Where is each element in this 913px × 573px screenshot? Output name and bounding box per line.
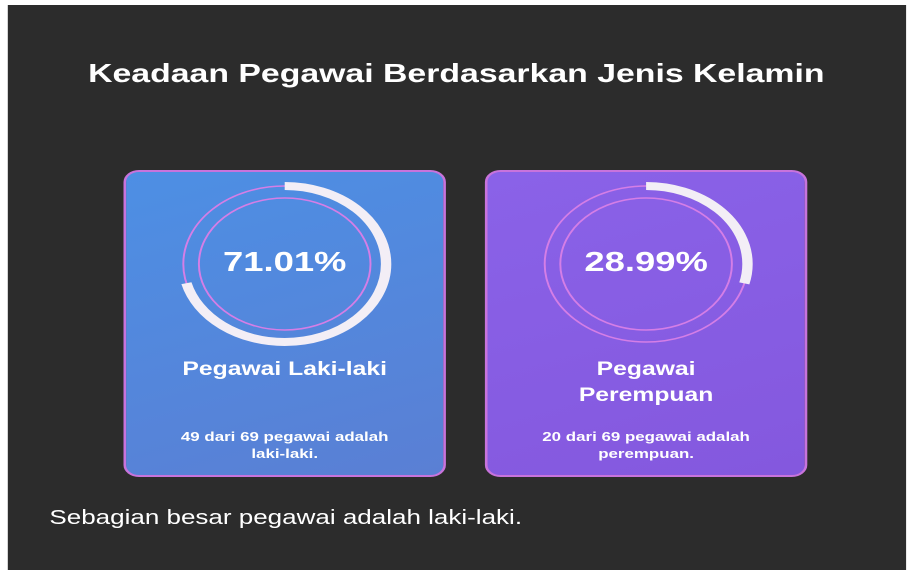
card: 71.01% Pegawai Laki-laki 49 dari 69 pegawa… [123, 170, 446, 477]
percent-label: 28.99% [584, 246, 708, 277]
ring-progress [539, 182, 753, 346]
card-description: 49 dari 69 pegawai adalah laki-laki. [180, 429, 389, 461]
percent-label: 71.01% [222, 246, 347, 277]
card: 28.99% Pegawai Perempuan 20 dari 69 pegawa… [484, 170, 808, 477]
ring [178, 182, 392, 346]
ring-inner [197, 197, 372, 331]
ring-inner [559, 197, 733, 331]
title: Keadaan Pegawai Berdasarkan Jenis Kelami… [88, 58, 825, 88]
card-description: 20 dari 69 pegawai adalah perempuan. [542, 429, 750, 461]
card-name: Pegawai Perempuan [578, 359, 714, 406]
card-name: Pegawai Laki-laki [182, 359, 387, 380]
footer-text: Sebagian besar pegawai adalah laki-laki. [49, 507, 523, 529]
ring [539, 182, 753, 346]
